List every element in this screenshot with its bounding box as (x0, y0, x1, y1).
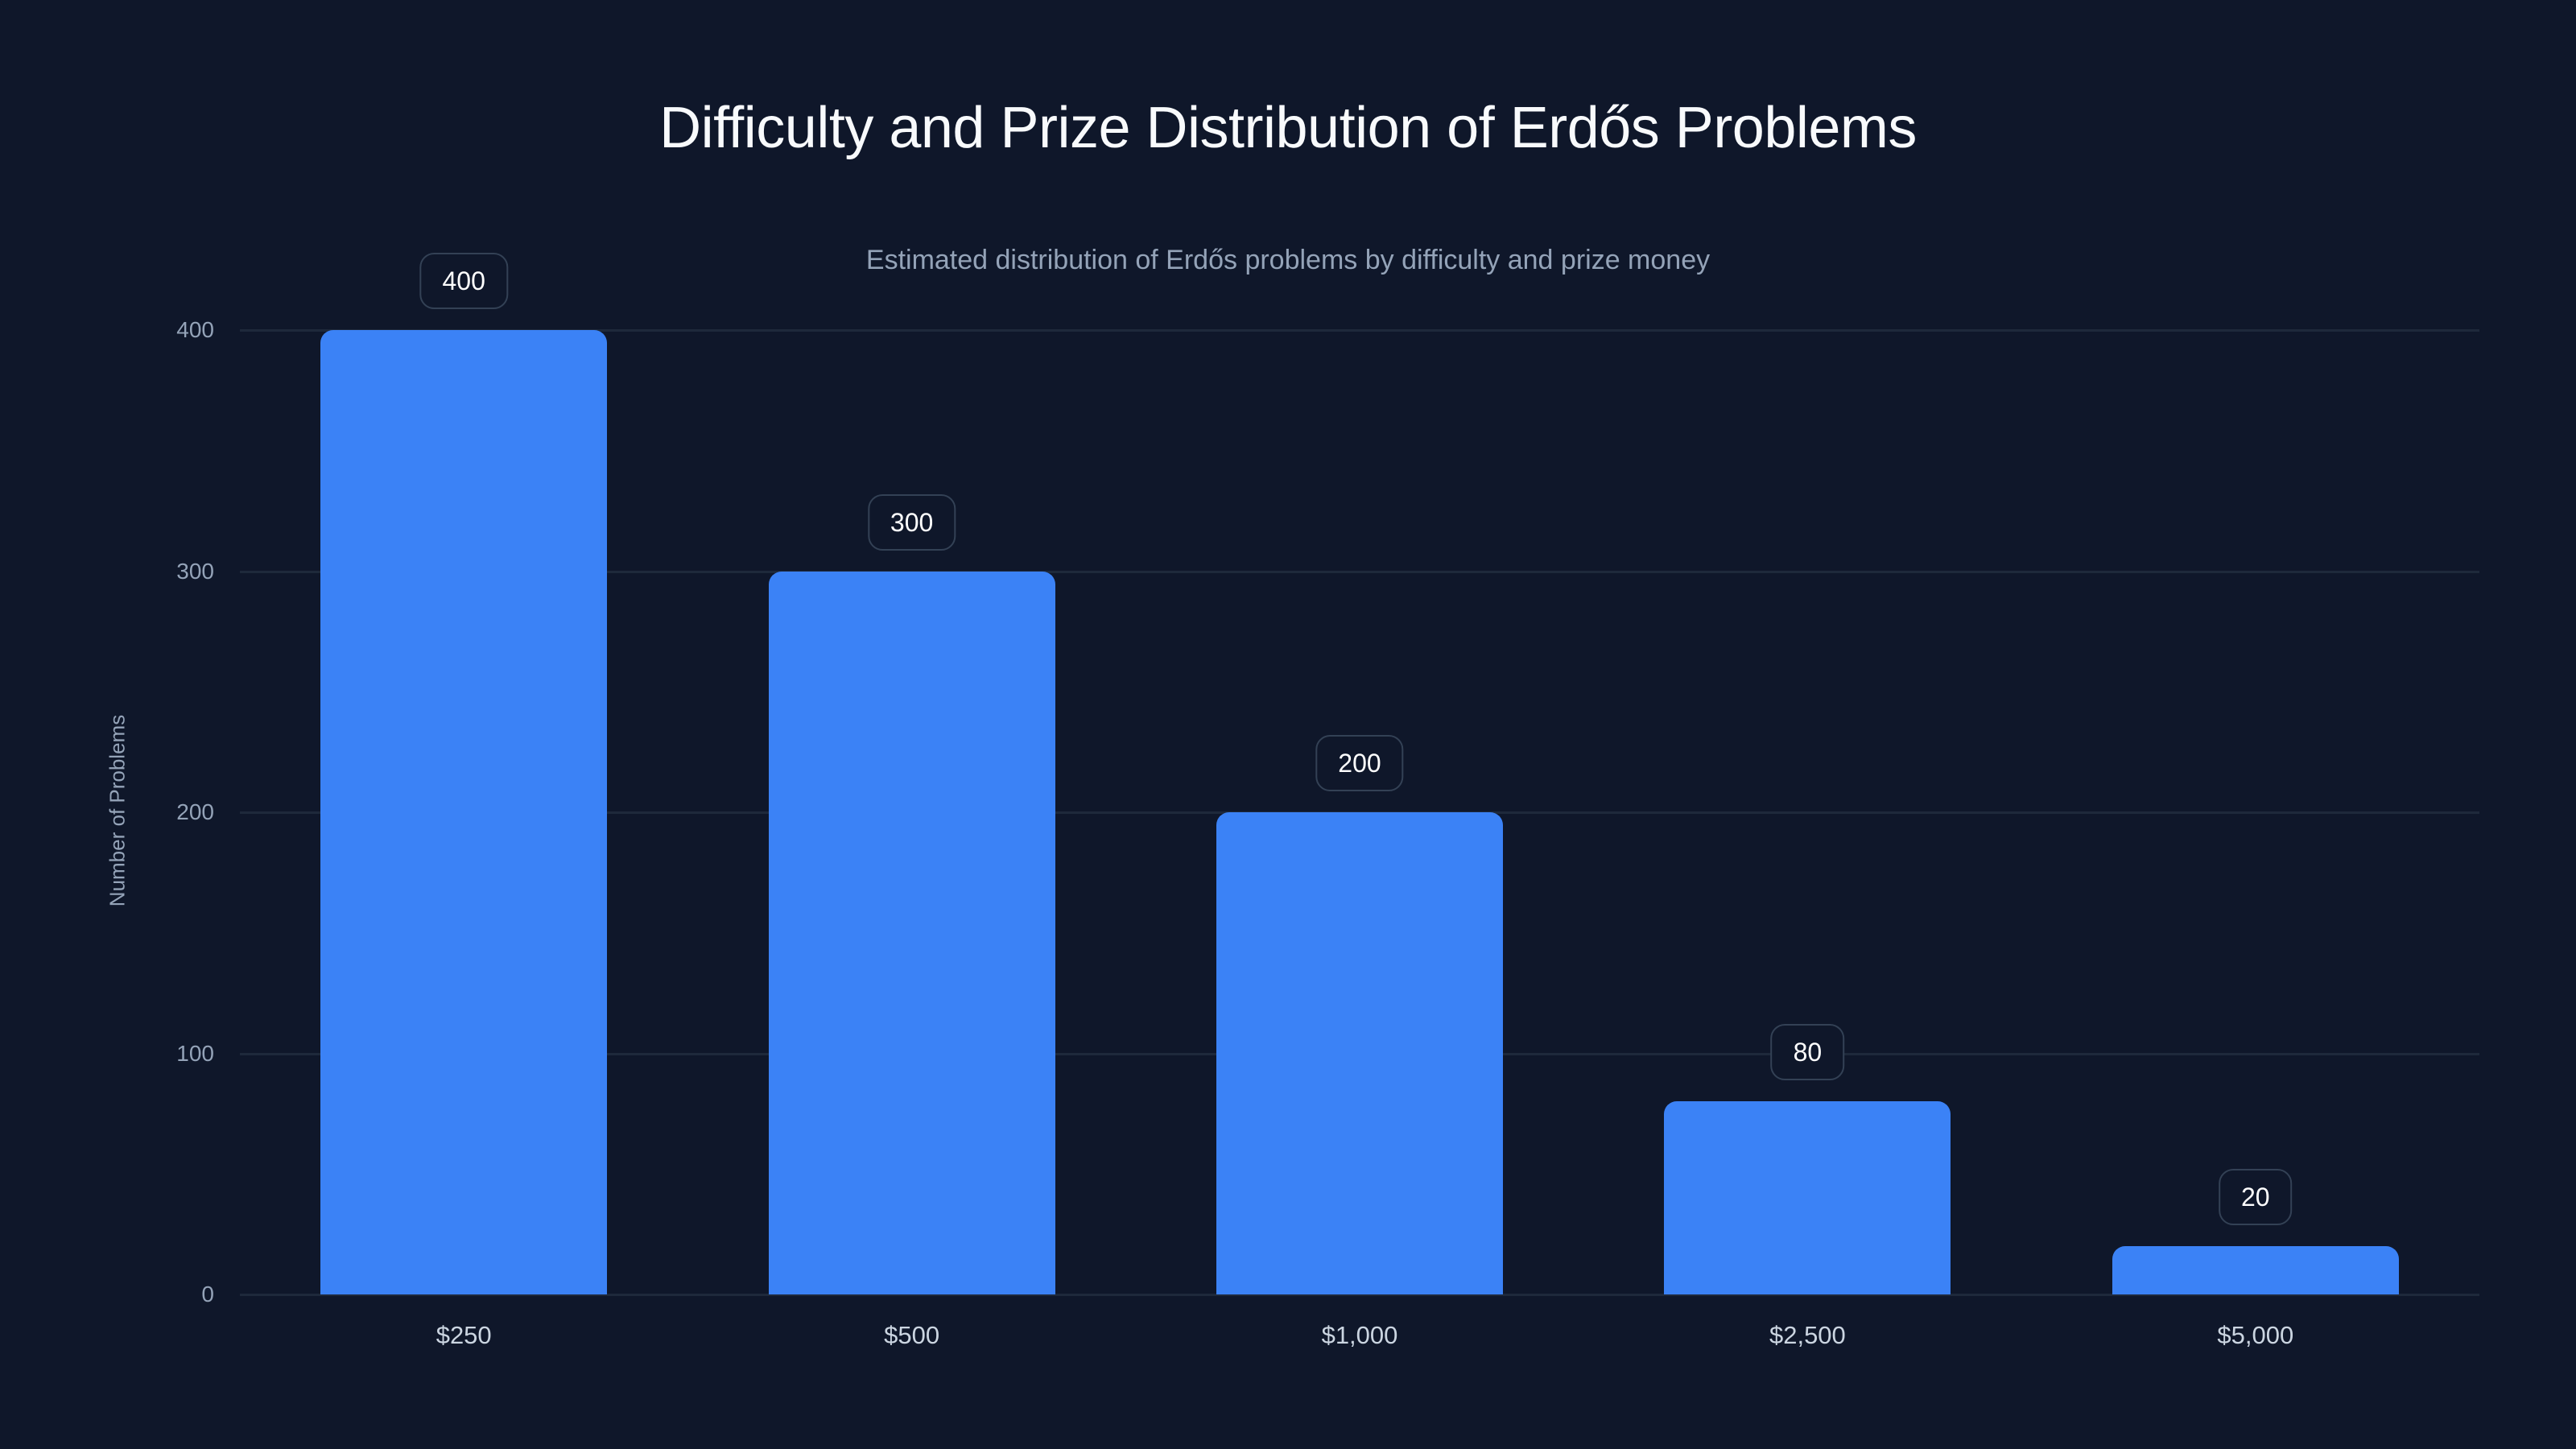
gridline (240, 570, 2479, 573)
x-tick-label: $500 (884, 1321, 940, 1349)
value-label: 400 (419, 253, 508, 309)
y-tick-label: 400 (176, 317, 214, 342)
x-tick-label: $1,000 (1321, 1321, 1398, 1349)
y-tick-label: 0 (201, 1282, 214, 1307)
gridline (240, 1294, 2479, 1296)
chart-subtitle: Estimated distribution of Erdős problems… (865, 245, 1711, 275)
x-tick-label: $250 (436, 1321, 492, 1349)
value-label: 20 (2219, 1169, 2293, 1226)
value-label: 80 (1770, 1024, 1845, 1081)
bar[interactable] (1216, 812, 1503, 1294)
value-label: 200 (1315, 735, 1404, 791)
bar[interactable] (320, 330, 608, 1294)
y-tick-label: 100 (176, 1040, 214, 1066)
bar[interactable] (2112, 1246, 2399, 1294)
y-tick-label: 200 (176, 799, 214, 824)
x-tick-label: $5,000 (2217, 1321, 2294, 1349)
gridline (240, 329, 2479, 332)
value-label: 300 (867, 493, 956, 551)
x-tick-label: $2,500 (1769, 1321, 1846, 1349)
bar[interactable] (768, 571, 1055, 1294)
chart-title: Difficulty and Prize Distribution of Erd… (659, 96, 1917, 160)
bar[interactable] (1664, 1101, 1951, 1294)
y-tick-label: 300 (176, 558, 214, 584)
